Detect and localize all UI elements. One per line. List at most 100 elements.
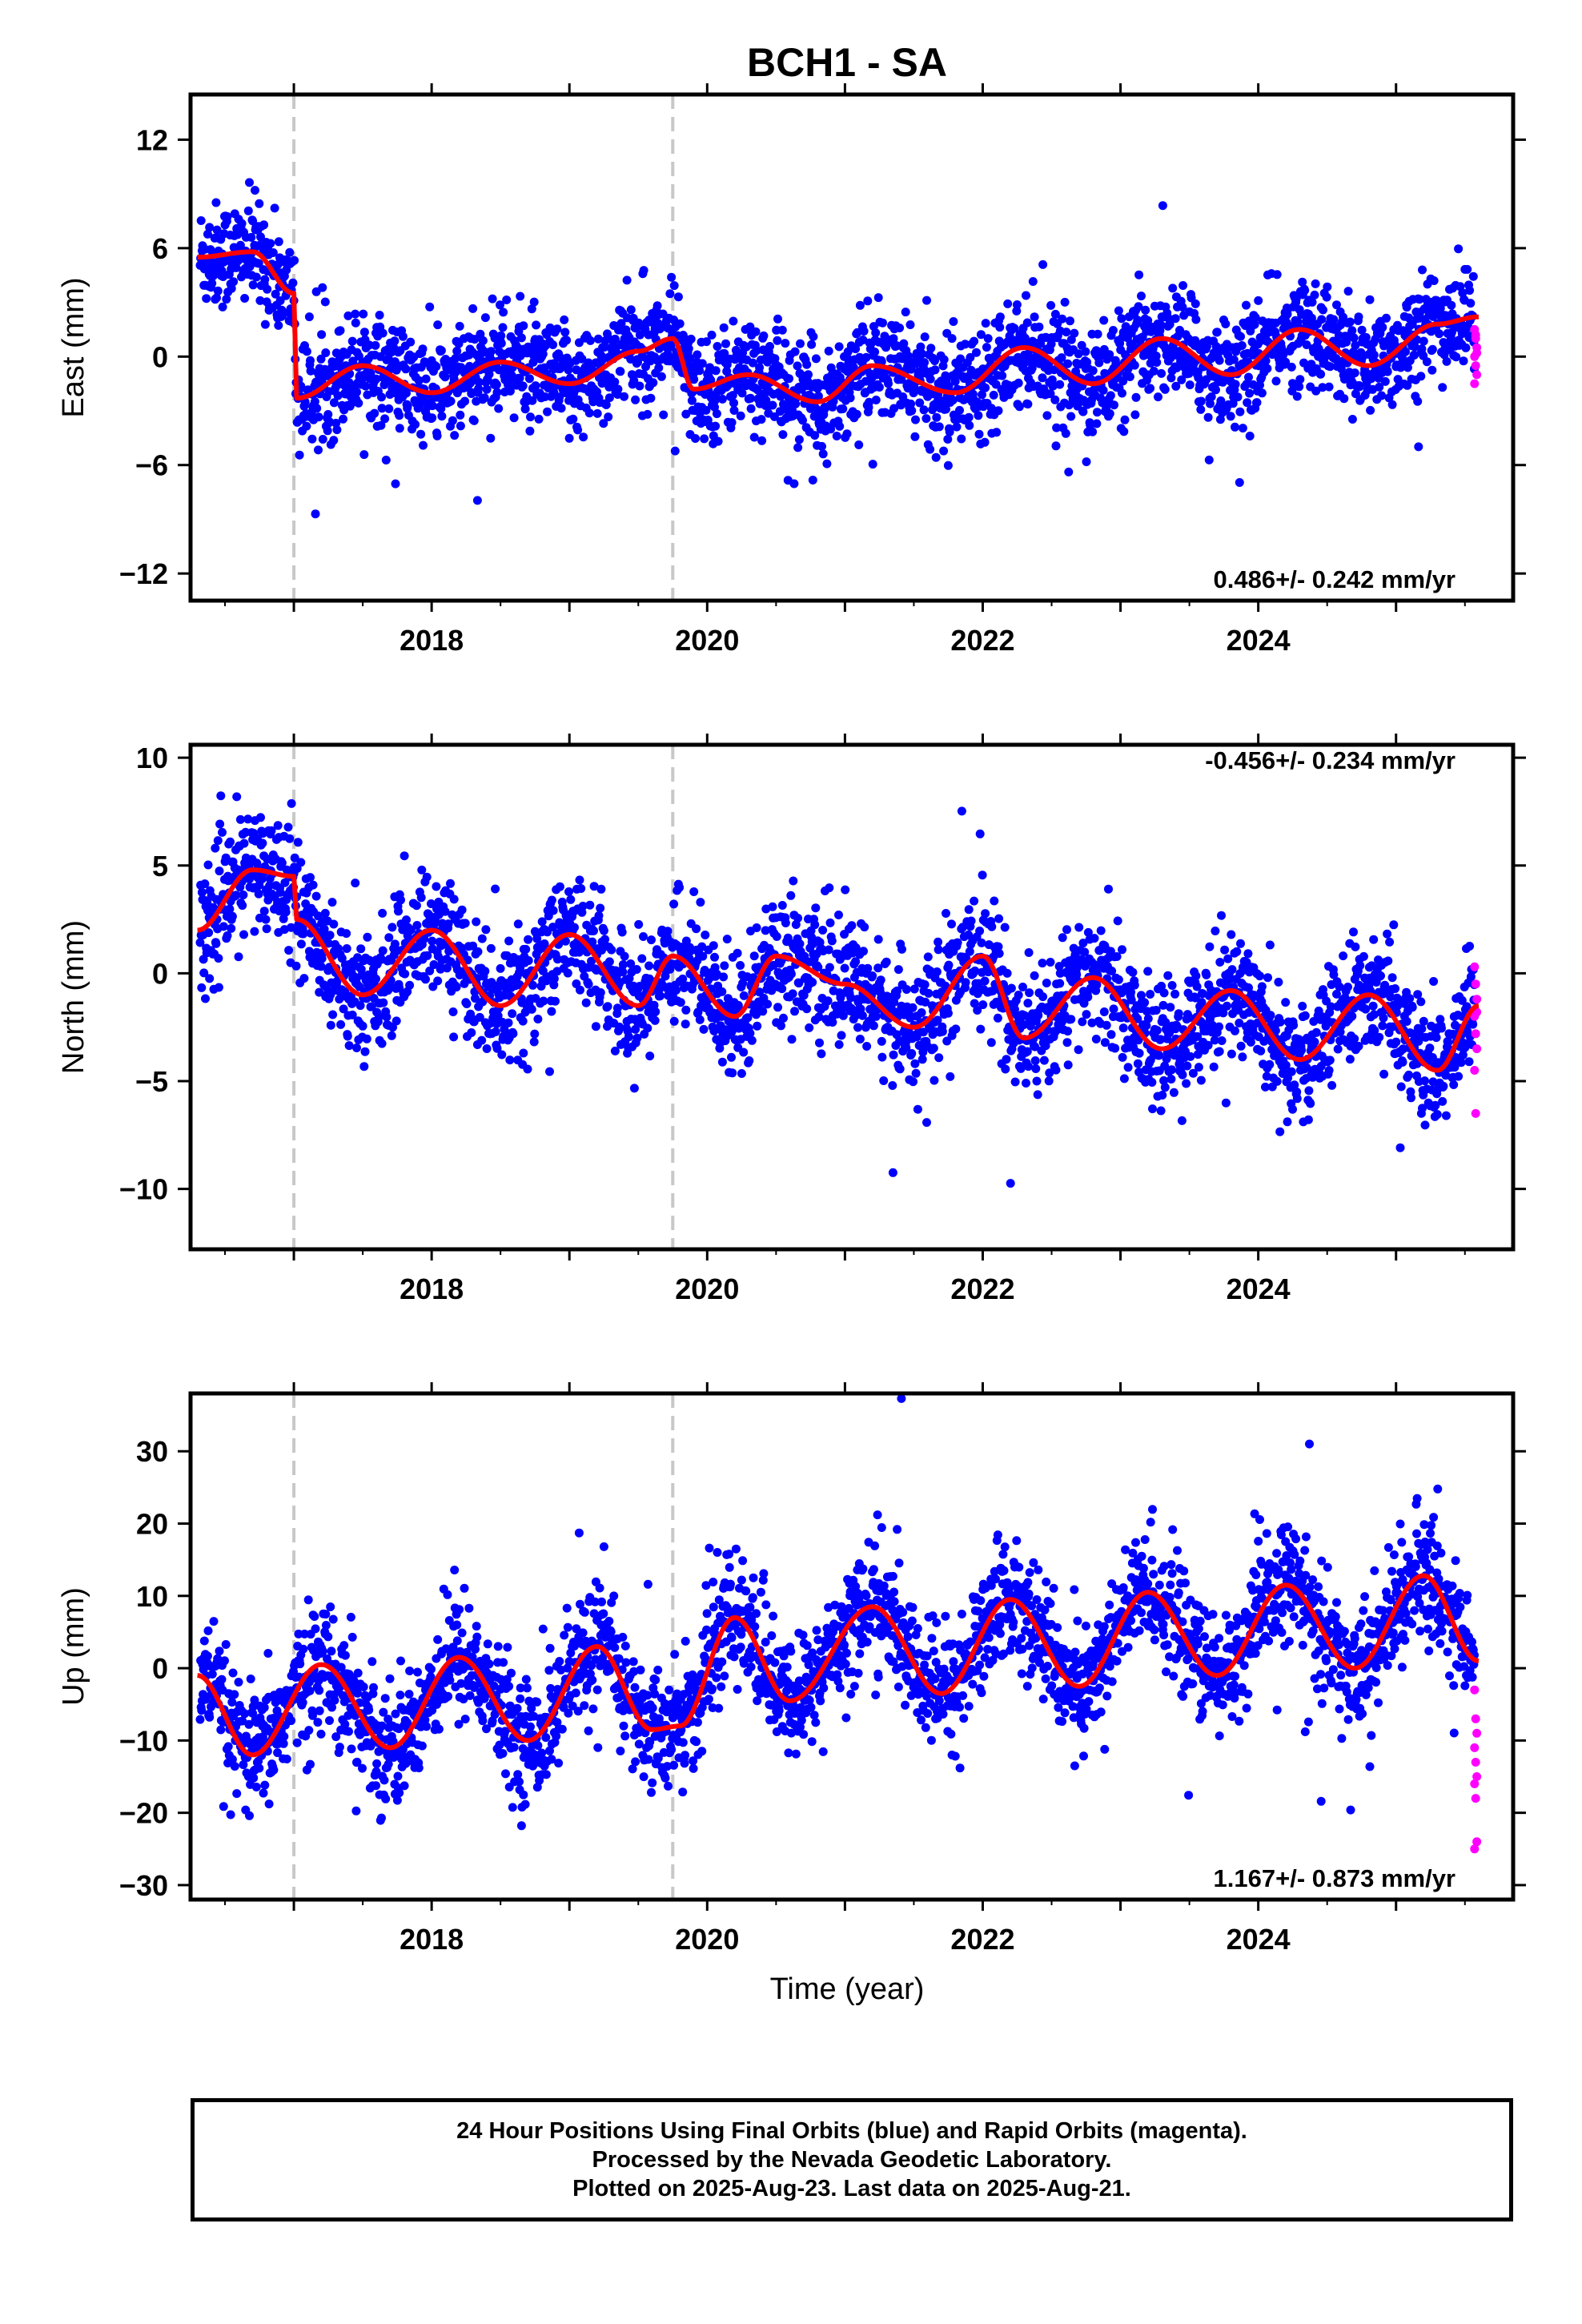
final-point <box>631 395 640 404</box>
final-point <box>316 962 326 971</box>
final-point <box>916 342 926 352</box>
final-point <box>631 1024 640 1034</box>
final-point <box>992 428 1002 437</box>
final-point <box>252 858 262 868</box>
final-point <box>592 408 602 418</box>
final-point <box>1236 332 1245 341</box>
final-point <box>256 813 265 822</box>
final-point <box>1216 396 1226 405</box>
rapid-point <box>1471 330 1480 340</box>
final-point <box>1046 300 1056 310</box>
rapid-point <box>1472 348 1482 358</box>
final-point <box>1466 299 1476 308</box>
final-point <box>496 331 506 340</box>
final-point <box>635 330 644 340</box>
final-point <box>878 318 887 328</box>
final-point <box>432 431 442 440</box>
final-point <box>870 348 880 356</box>
final-point <box>1046 340 1056 349</box>
final-point <box>747 1035 757 1045</box>
rapid-point <box>1470 379 1480 388</box>
final-point <box>1006 1179 1015 1188</box>
final-point <box>901 985 911 994</box>
final-point <box>248 280 258 290</box>
final-point <box>1133 316 1142 326</box>
final-point <box>212 225 222 235</box>
final-point <box>629 1084 639 1093</box>
final-point <box>260 320 270 329</box>
final-point <box>911 1068 921 1078</box>
final-point <box>643 409 652 419</box>
final-point <box>629 376 639 385</box>
final-point <box>1046 389 1055 399</box>
final-point <box>251 272 261 282</box>
final-point <box>793 443 803 452</box>
final-point <box>859 947 868 956</box>
final-point <box>778 430 788 440</box>
final-point <box>203 898 212 907</box>
final-point <box>1064 467 1074 476</box>
final-point <box>781 339 790 348</box>
final-point <box>1166 1003 1175 1012</box>
final-point <box>1157 368 1166 378</box>
final-point <box>493 1011 503 1020</box>
final-point <box>446 879 455 888</box>
final-point <box>746 404 756 413</box>
final-point <box>1051 1065 1061 1075</box>
final-point <box>342 929 351 939</box>
final-point <box>923 952 933 962</box>
final-point <box>907 406 917 416</box>
final-point <box>712 969 721 979</box>
final-point <box>920 358 930 368</box>
final-point <box>779 1013 788 1023</box>
final-point <box>482 1044 492 1053</box>
final-point <box>809 332 818 341</box>
final-point <box>1194 373 1203 383</box>
final-point <box>1231 422 1239 432</box>
final-point <box>214 954 223 963</box>
final-point <box>339 414 347 424</box>
final-point <box>1118 388 1126 398</box>
final-point <box>266 239 275 248</box>
final-point <box>196 216 206 225</box>
final-point <box>675 883 685 892</box>
final-point <box>1231 380 1240 389</box>
final-point <box>874 383 884 392</box>
final-point <box>556 404 566 413</box>
final-point <box>1114 975 1123 984</box>
final-point <box>1459 356 1468 366</box>
final-point <box>406 337 416 347</box>
final-point <box>1245 432 1255 440</box>
final-point <box>516 292 525 301</box>
final-point <box>745 1028 755 1038</box>
final-point <box>1319 305 1327 315</box>
final-point <box>1281 357 1291 367</box>
final-point <box>1106 1030 1116 1039</box>
final-point <box>384 404 394 413</box>
final-point <box>1196 396 1206 406</box>
final-point <box>314 445 323 455</box>
final-point <box>847 921 857 931</box>
final-point <box>749 973 758 983</box>
final-point <box>227 911 237 921</box>
final-point <box>508 1029 518 1039</box>
final-point <box>343 1031 352 1041</box>
final-point <box>1063 1027 1073 1036</box>
final-point <box>610 1046 620 1055</box>
final-point <box>739 1047 749 1057</box>
final-point <box>1083 992 1093 1002</box>
final-point <box>827 936 837 946</box>
final-point <box>1080 947 1090 957</box>
final-point <box>537 917 547 927</box>
final-point <box>259 907 269 916</box>
final-point <box>1022 1079 1030 1088</box>
final-point <box>1063 1060 1073 1070</box>
final-point <box>1119 1074 1129 1084</box>
final-point <box>873 963 883 973</box>
final-point <box>855 300 865 310</box>
final-point <box>1046 958 1055 967</box>
final-point <box>689 887 699 896</box>
final-point <box>1237 341 1247 350</box>
final-point <box>1244 372 1253 382</box>
